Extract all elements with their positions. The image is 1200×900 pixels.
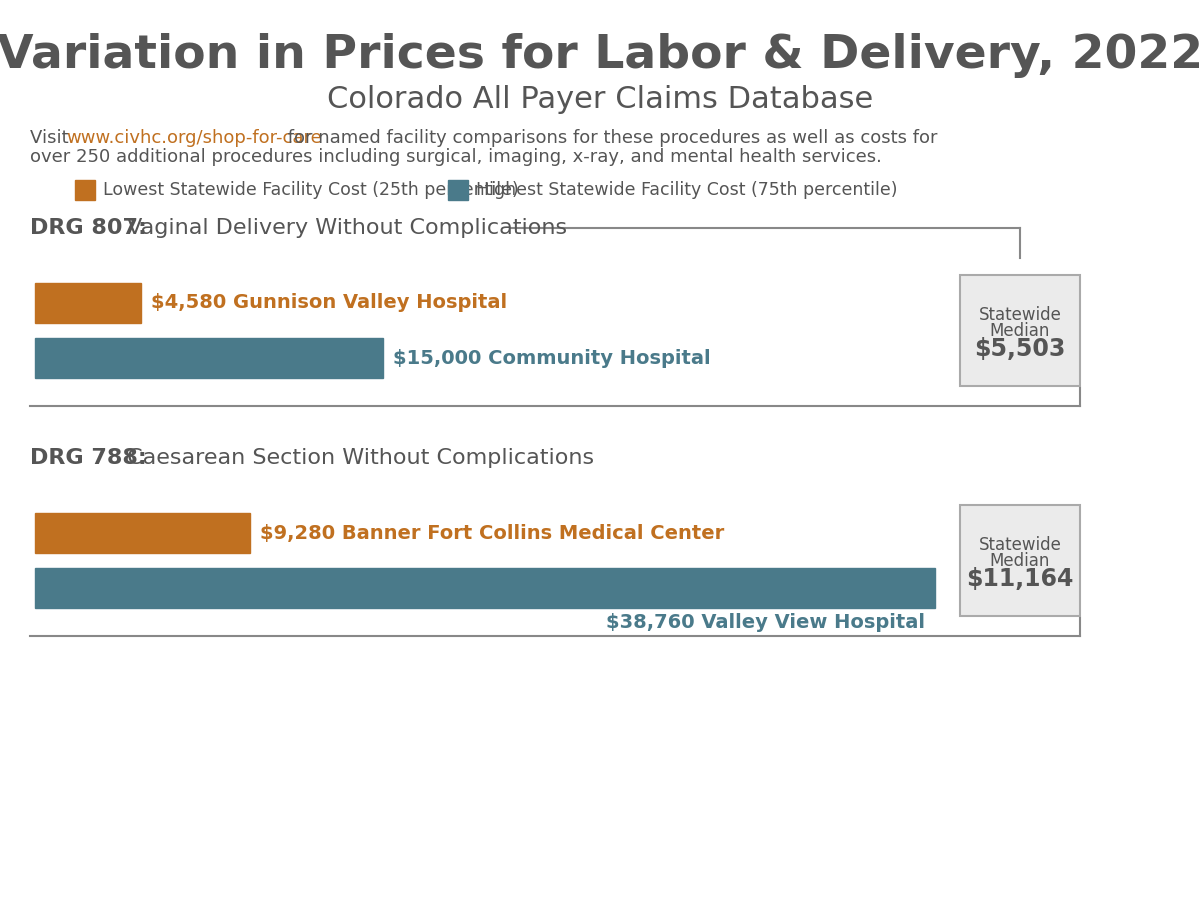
Text: Statewide: Statewide [978,307,1062,325]
Text: Visit: Visit [30,129,74,147]
Text: DRG 788:: DRG 788: [30,448,146,468]
FancyBboxPatch shape [960,505,1080,616]
Text: Vaginal Delivery Without Complications: Vaginal Delivery Without Complications [120,218,568,238]
Text: Caesarean Section Without Complications: Caesarean Section Without Complications [120,448,594,468]
Text: www.civhc.org/shop-for-care: www.civhc.org/shop-for-care [66,129,322,147]
Bar [448,180,468,200]
Text: $11,164: $11,164 [966,566,1074,590]
Text: $4,580 Gunnison Valley Hospital: $4,580 Gunnison Valley Hospital [151,293,508,312]
Text: for named facility comparisons for these procedures as well as costs for: for named facility comparisons for these… [282,129,937,147]
Text: $9,280 Banner Fort Collins Medical Center: $9,280 Banner Fort Collins Medical Cente… [260,524,725,543]
Text: Statewide: Statewide [978,536,1062,554]
Text: Variation in Prices for Labor & Delivery, 2022: Variation in Prices for Labor & Delivery… [0,32,1200,77]
Bar [35,338,383,378]
Text: $38,760 Valley View Hospital: $38,760 Valley View Hospital [606,613,925,632]
Bar [35,283,142,323]
Bar [74,180,95,200]
Bar [35,513,251,553]
Text: Median: Median [990,552,1050,570]
Bar [35,568,935,608]
Text: Colorado All Payer Claims Database: Colorado All Payer Claims Database [326,86,874,114]
Text: $15,000 Community Hospital: $15,000 Community Hospital [394,348,710,367]
Text: Median: Median [990,321,1050,339]
FancyBboxPatch shape [960,275,1080,386]
Text: $5,503: $5,503 [974,337,1066,361]
Text: DRG 807:: DRG 807: [30,218,146,238]
Text: over 250 additional procedures including surgical, imaging, x-ray, and mental he: over 250 additional procedures including… [30,148,882,166]
Text: Highest Statewide Facility Cost (75th percentile): Highest Statewide Facility Cost (75th pe… [476,181,898,199]
Text: Lowest Statewide Facility Cost (25th percentile): Lowest Statewide Facility Cost (25th per… [103,181,518,199]
